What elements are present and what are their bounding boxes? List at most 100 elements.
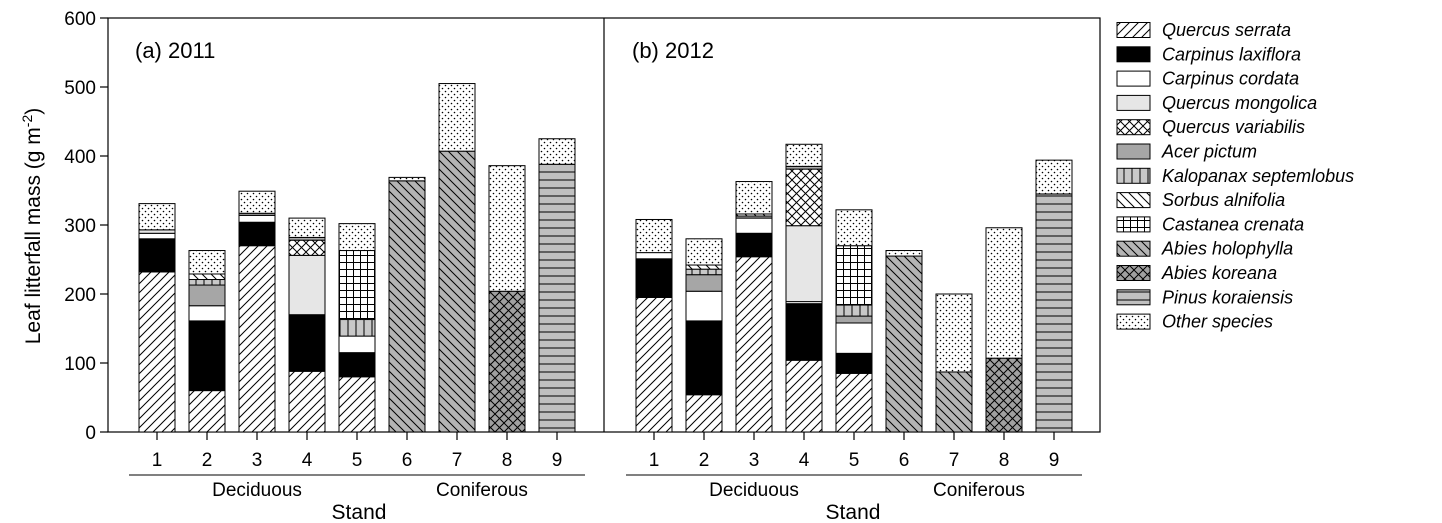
x-tick-label: 1	[649, 450, 660, 471]
bar-segment-quercus-serrata-pattern	[736, 256, 772, 432]
bar-segment-other-species-pattern	[489, 165, 525, 292]
bar-segment-pinus-koraiensis-pattern	[1036, 193, 1072, 432]
bar-segment-carpinus-laxiflora-bg	[636, 258, 672, 298]
bar-segment-other-species-pattern	[439, 83, 475, 152]
bar-segment-other-species-pattern	[736, 181, 772, 214]
bar-segment-quercus-serrata-pattern	[189, 390, 225, 432]
bar-segment-other-species	[885, 250, 923, 257]
bar-segment-quercus-serrata-pattern	[836, 373, 872, 432]
x-tick-label: 6	[402, 450, 413, 471]
y-tick-label: 400	[64, 147, 96, 168]
bar-segment-carpinus-cordata-bg	[139, 233, 175, 239]
bar-segment-quercus-serrata-pattern	[686, 394, 722, 432]
bar-segment-carpinus-cordata-bg	[636, 252, 672, 259]
bar-segment-other-species	[785, 143, 823, 167]
bar-segment-carpinus-laxiflora-bg	[339, 352, 375, 377]
x-tick-label: 4	[799, 450, 810, 471]
bar-segment-other-species	[635, 218, 673, 254]
bar-segment-sorbus-alnifolia-pattern	[189, 273, 225, 280]
bar-segment-carpinus-laxiflora-bg	[139, 238, 175, 272]
legend-label-pinus-koraiensis: Pinus koraiensis	[1162, 287, 1293, 307]
legend-swatch-acer-pictum	[1116, 143, 1151, 160]
bar-segment-other-species	[388, 176, 426, 182]
bar-segment-other-species	[288, 217, 326, 238]
bar-segment-quercus-serrata-pattern	[636, 297, 672, 432]
legend-swatch-pinus-koraiensis	[1116, 289, 1151, 306]
group-label-coniferous: Coniferous	[436, 480, 528, 501]
bar-segment-quercus-mongolica-bg	[139, 229, 175, 234]
bar-segment-other-species	[338, 223, 376, 252]
y-axis-title-main: Leaf litterfall mass (g m	[22, 127, 45, 344]
bar-segment-carpinus-cordata-bg	[786, 301, 822, 304]
bar-segment-carpinus-cordata-bg	[339, 336, 375, 353]
bar-segment-carpinus-cordata-bg	[686, 291, 722, 321]
legend-swatch-pattern	[1117, 265, 1150, 281]
bar-segment-other-species	[438, 83, 476, 152]
bar-segment-carpinus-cordata-bg	[836, 322, 872, 354]
legend-swatch-kalopanax-septemlobus	[1116, 167, 1151, 184]
legend-label-sorbus-alnifolia: Sorbus alnifolia	[1162, 190, 1285, 210]
x-tick-label: 7	[452, 450, 463, 471]
bar-segment-quercus-mongolica-bg	[289, 255, 325, 315]
bar-segment-other-species	[735, 181, 773, 215]
y-tick-label: 100	[64, 354, 96, 375]
bar-segment-other-species	[488, 165, 526, 292]
bar-segment-carpinus-cordata-bg	[736, 218, 772, 234]
x-tick-label: 6	[899, 450, 910, 471]
legend-swatch-pattern	[1117, 168, 1150, 184]
x-tick-label: 1	[152, 450, 163, 471]
bar-segment-abies-holophylla-pattern	[389, 180, 425, 432]
bar-segment-carpinus-laxiflora-bg	[289, 314, 325, 372]
bar-segment-other-species-pattern	[786, 144, 822, 167]
bar-segment-kalopanax-septemlobus-pattern	[189, 279, 225, 286]
x-tick-label: 9	[552, 450, 563, 471]
legend-swatch-other-species	[1116, 313, 1151, 330]
y-axis-title-end: )	[22, 108, 45, 115]
y-axis-title: Leaf litterfall mass (g m-2)	[19, 108, 45, 345]
bar-segment-other-species	[188, 250, 226, 275]
bar-segment-acer-pictum-bg	[189, 285, 225, 306]
group-label-coniferous: Coniferous	[933, 480, 1025, 501]
bar-segment-other-species	[138, 203, 176, 231]
bar-segment-other-species-pattern	[986, 227, 1022, 359]
x-tick-label: 2	[202, 450, 213, 471]
x-tick-label: 5	[849, 450, 860, 471]
bar-segment-sorbus-alnifolia-pattern	[736, 213, 772, 217]
y-tick-label: 300	[64, 216, 96, 237]
y-tick-label: 200	[64, 285, 96, 306]
bar-segment-other-species-pattern	[389, 177, 425, 181]
legend-label-abies-koreana: Abies koreana	[1161, 263, 1277, 283]
legend-swatch-abies-holophylla	[1116, 240, 1151, 257]
bar-segment-castanea-crenata-pattern	[836, 245, 872, 306]
bar-segment-other-species-pattern	[189, 250, 225, 274]
bar-segment-other-species-pattern	[836, 209, 872, 246]
legend-label-quercus-variabilis: Quercus variabilis	[1162, 117, 1305, 137]
bar-segment-acer-pictum-bg	[686, 274, 722, 292]
bar-segment-acer-pictum-bg	[836, 316, 872, 323]
x-tick-label: 7	[949, 450, 960, 471]
x-tick-label: 4	[302, 450, 313, 471]
legend-swatch-pattern	[1117, 216, 1150, 232]
legend-swatch-pattern	[1117, 119, 1150, 135]
bar-segment-quercus-variabilis-pattern	[289, 240, 325, 256]
bar-segment-other-species-pattern	[636, 219, 672, 253]
group-label-deciduous: Deciduous	[212, 480, 302, 501]
bar-segment-other-species	[538, 138, 576, 165]
y-tick-label: 600	[64, 9, 96, 30]
legend-swatch-bg	[1117, 71, 1150, 87]
bar-segment-quercus-mongolica-bg	[786, 225, 822, 302]
bar-segment-other-species-pattern	[539, 138, 575, 165]
y-tick-label: 0	[85, 423, 96, 444]
y-axis: 0 100 200 300 400 500 600	[64, 9, 108, 444]
x-tick-label: 3	[749, 450, 760, 471]
bars-layer	[138, 83, 1073, 433]
bar-segment-other-species-pattern	[339, 223, 375, 251]
bar-segment-acer-pictum-bg	[736, 216, 772, 219]
y-tick-label: 500	[64, 78, 96, 99]
bar-segment-acer-pictum-bg	[289, 237, 325, 241]
bar-segment-abies-holophylla-pattern	[936, 371, 972, 432]
x-tick-label: 3	[252, 450, 263, 471]
legend-swatch-quercus-mongolica	[1116, 94, 1151, 111]
bar-segment-carpinus-cordata-bg	[189, 305, 225, 321]
bar-segment-abies-koreana-pattern	[489, 291, 525, 432]
